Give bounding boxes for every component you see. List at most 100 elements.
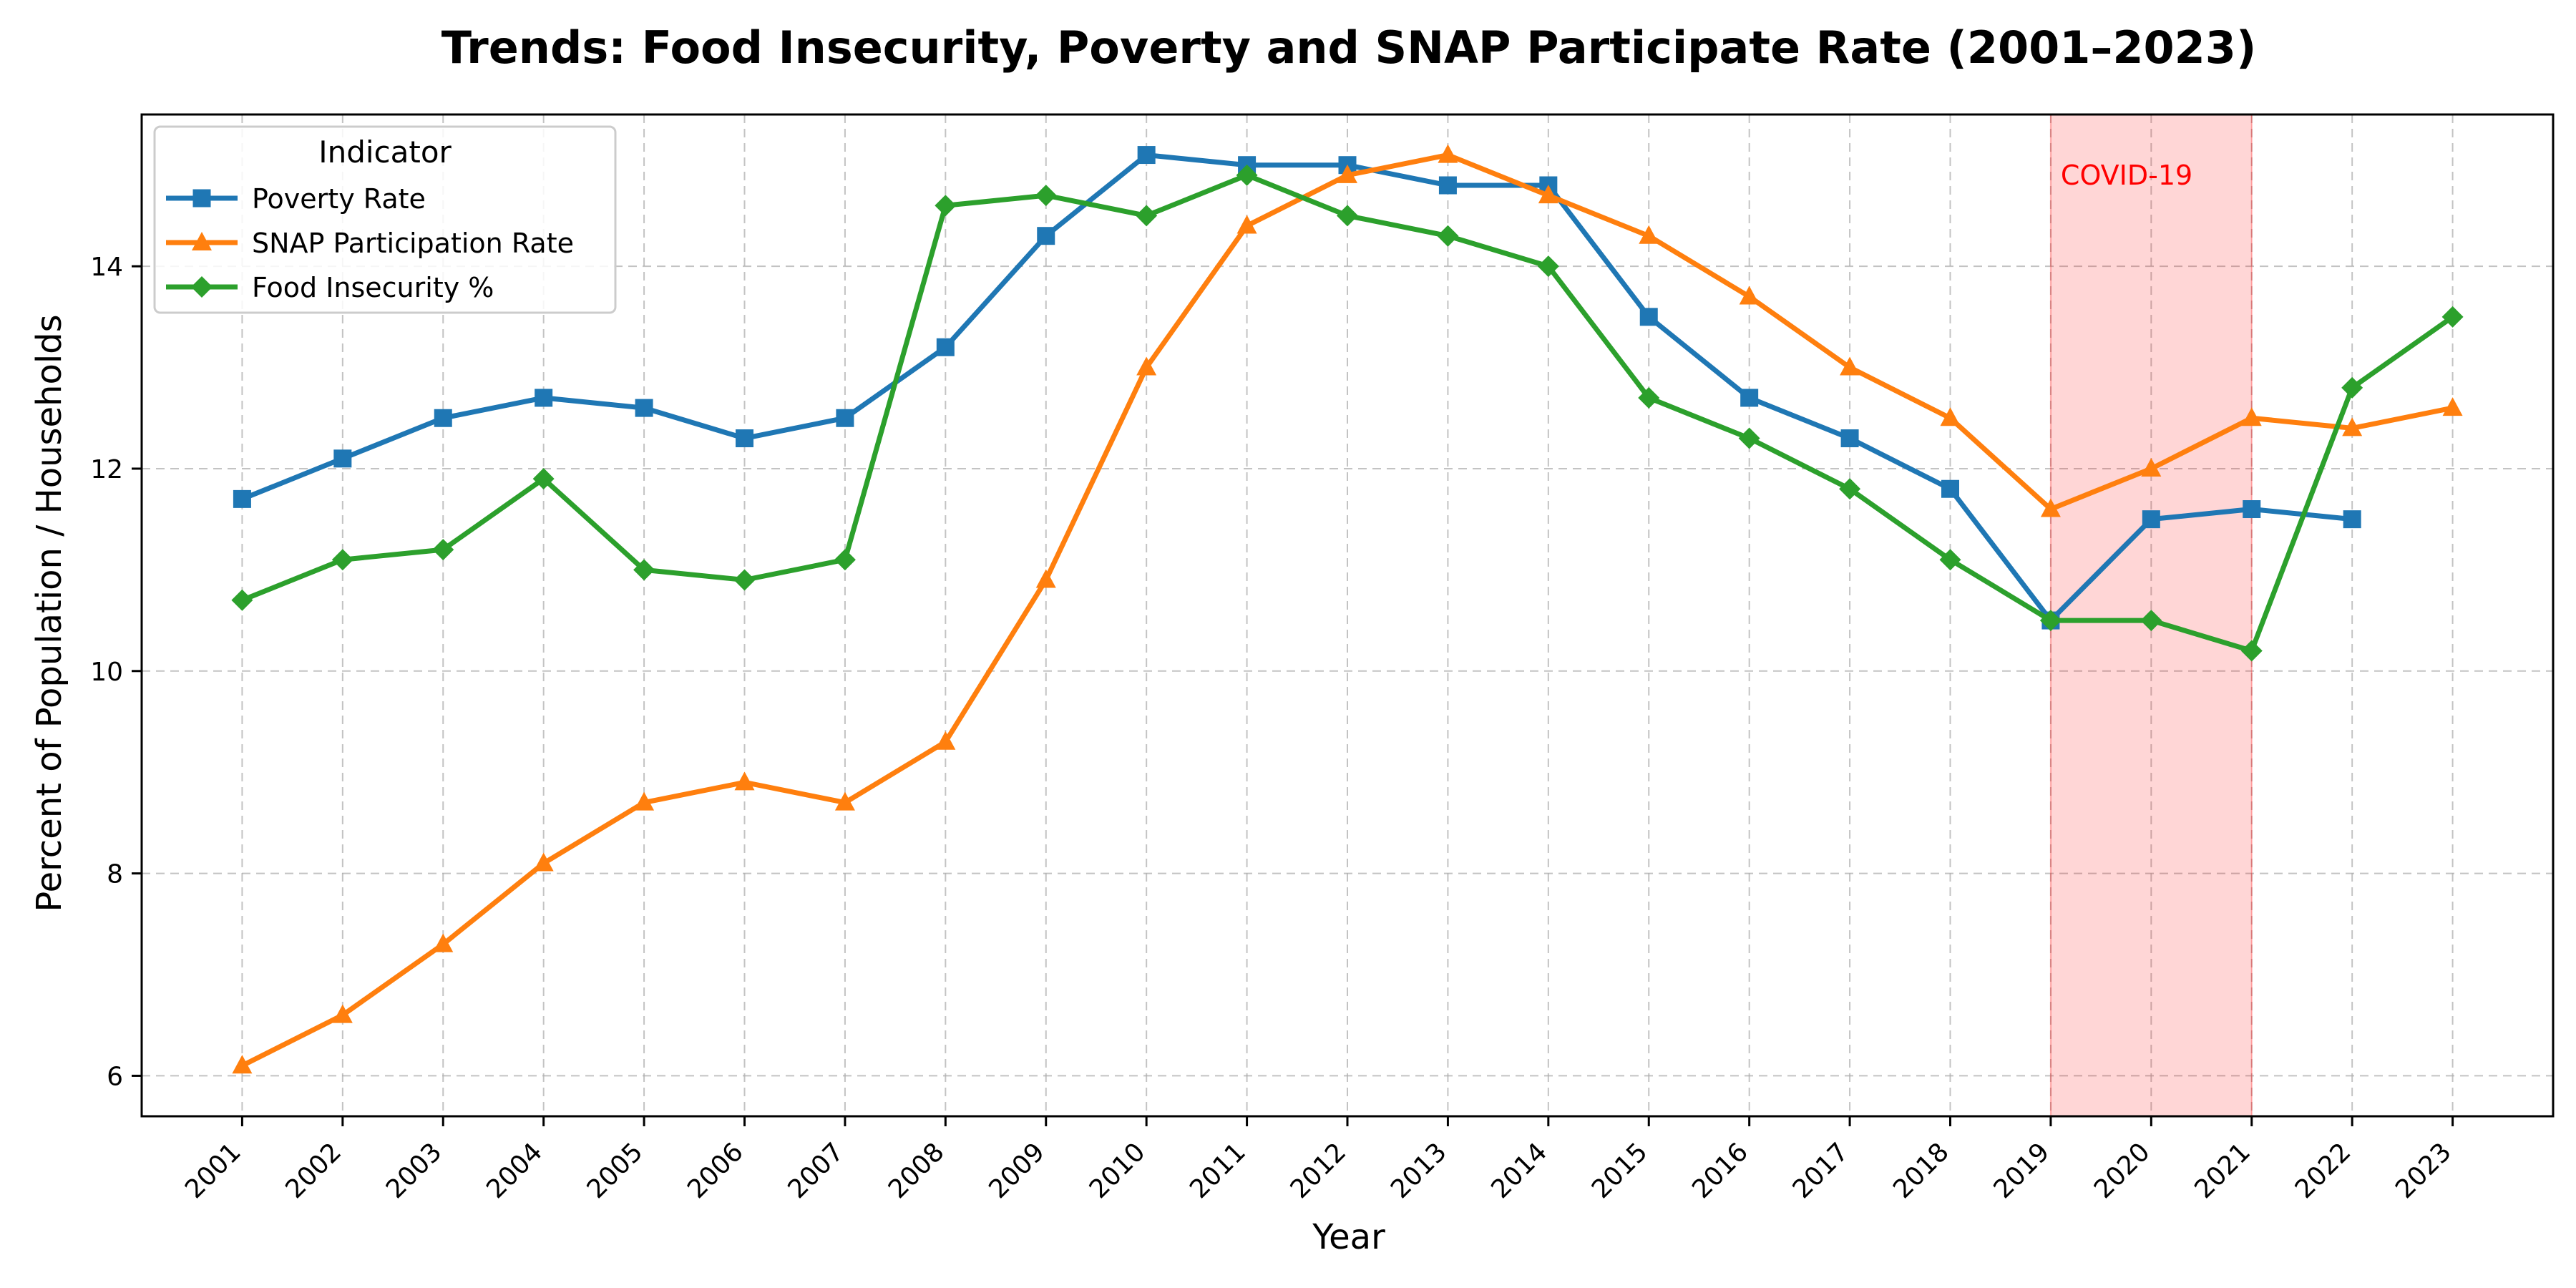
data-point bbox=[1438, 176, 1457, 195]
data-point bbox=[1137, 146, 1156, 165]
data-point bbox=[634, 791, 655, 811]
x-tick-label: 2018 bbox=[1888, 1137, 1955, 1204]
data-point bbox=[733, 569, 756, 591]
x-tick-label: 2016 bbox=[1687, 1137, 1754, 1204]
data-point bbox=[834, 549, 856, 571]
data-point bbox=[1739, 286, 1760, 305]
data-point bbox=[1839, 478, 1861, 500]
grid-layer bbox=[142, 114, 2553, 1116]
x-tick-label: 2001 bbox=[180, 1137, 247, 1204]
y-tick-label: 12 bbox=[90, 455, 123, 484]
data-point bbox=[1035, 569, 1056, 588]
legend-item-0: Poverty Rate bbox=[166, 183, 426, 215]
data-point bbox=[535, 389, 553, 407]
data-point bbox=[2140, 610, 2162, 632]
legend-item-2: Food Insecurity % bbox=[166, 272, 494, 303]
x-tick-label: 2015 bbox=[1586, 1137, 1654, 1204]
data-point bbox=[2241, 407, 2262, 426]
legend-item-1: SNAP Participation Rate bbox=[166, 228, 574, 259]
data-point bbox=[332, 1004, 353, 1023]
x-tick-label: 2003 bbox=[381, 1137, 448, 1204]
y-tick-label: 10 bbox=[90, 658, 123, 687]
data-point bbox=[2243, 500, 2261, 519]
data-point bbox=[2441, 306, 2464, 328]
data-point bbox=[836, 409, 854, 427]
data-point bbox=[232, 1055, 253, 1074]
data-point bbox=[936, 338, 955, 356]
x-tick-label: 2008 bbox=[883, 1137, 950, 1204]
x-tick-label: 2007 bbox=[783, 1137, 850, 1204]
x-tick-label: 2010 bbox=[1084, 1137, 1151, 1204]
data-point bbox=[734, 771, 755, 791]
data-point bbox=[1337, 164, 1357, 183]
data-point bbox=[233, 489, 251, 508]
data-point bbox=[1940, 407, 1961, 426]
data-point bbox=[333, 449, 352, 468]
data-point bbox=[2341, 376, 2363, 399]
series-1 bbox=[232, 144, 2463, 1074]
data-point bbox=[2141, 457, 2162, 477]
series-2 bbox=[231, 164, 2464, 662]
x-tick-label: 2017 bbox=[1787, 1137, 1855, 1204]
data-point bbox=[532, 468, 555, 490]
x-tick-label: 2002 bbox=[280, 1137, 347, 1204]
data-point bbox=[2240, 640, 2263, 662]
x-tick-label: 2022 bbox=[2290, 1137, 2357, 1204]
x-tick-label: 2012 bbox=[1285, 1137, 1352, 1204]
x-tick-label: 2009 bbox=[983, 1137, 1050, 1204]
data-point bbox=[1939, 549, 1961, 571]
y-tick-label: 14 bbox=[90, 253, 123, 282]
legend-label: Poverty Rate bbox=[252, 183, 426, 215]
data-point bbox=[633, 559, 655, 581]
y-axis-label: Percent of Population / Households bbox=[29, 314, 69, 912]
data-point bbox=[935, 731, 956, 750]
covid-label: COVID-19 bbox=[2061, 160, 2192, 191]
x-tick-label: 2014 bbox=[1485, 1137, 1553, 1204]
x-tick-label: 2004 bbox=[481, 1137, 548, 1204]
data-point bbox=[432, 539, 454, 561]
x-tick-label: 2013 bbox=[1385, 1137, 1453, 1204]
x-tick-label: 2020 bbox=[2089, 1137, 2156, 1204]
legend-label: SNAP Participation Rate bbox=[252, 228, 574, 259]
data-point bbox=[231, 589, 253, 611]
x-tick-label: 2006 bbox=[682, 1137, 749, 1204]
legend: Indicator Poverty Rate SNAP Participation … bbox=[153, 125, 617, 314]
data-point bbox=[434, 409, 452, 427]
data-point bbox=[1337, 205, 1358, 227]
data-point bbox=[1738, 427, 1760, 449]
x-tick-label: 2021 bbox=[2189, 1137, 2256, 1204]
data-point bbox=[533, 852, 554, 872]
y-tick-label: 6 bbox=[107, 1062, 123, 1091]
x-tick-label: 2023 bbox=[2390, 1137, 2457, 1204]
data-point bbox=[1639, 308, 1658, 326]
data-point bbox=[1840, 356, 1860, 376]
data-point bbox=[1236, 215, 1257, 234]
data-point bbox=[2040, 498, 2061, 517]
legend-marker bbox=[191, 276, 213, 298]
data-point bbox=[1941, 479, 1959, 498]
x-tick-label: 2019 bbox=[1989, 1137, 2056, 1204]
legend-marker bbox=[192, 232, 212, 250]
chart-title: Trends: Food Insecurity, Poverty and SNA… bbox=[441, 21, 2257, 74]
data-point bbox=[1136, 205, 1158, 227]
data-point bbox=[1538, 185, 1558, 204]
data-point bbox=[1537, 255, 1559, 278]
legend-title: Indicator bbox=[318, 135, 452, 170]
data-point bbox=[635, 399, 653, 417]
legend-label: Food Insecurity % bbox=[252, 272, 494, 303]
data-point bbox=[1037, 227, 1055, 245]
data-point bbox=[2343, 510, 2361, 529]
data-point bbox=[2142, 510, 2160, 529]
data-point bbox=[433, 933, 454, 952]
data-point bbox=[834, 791, 855, 811]
data-point bbox=[1136, 356, 1157, 376]
data-point bbox=[1740, 389, 1759, 407]
series-layer bbox=[231, 144, 2464, 1074]
data-point bbox=[1639, 225, 1659, 244]
data-point bbox=[736, 429, 753, 448]
data-point bbox=[2039, 610, 2062, 632]
data-point bbox=[1438, 144, 1458, 163]
data-point bbox=[1236, 164, 1258, 186]
x-axis-label: Year bbox=[1312, 1217, 1385, 1257]
